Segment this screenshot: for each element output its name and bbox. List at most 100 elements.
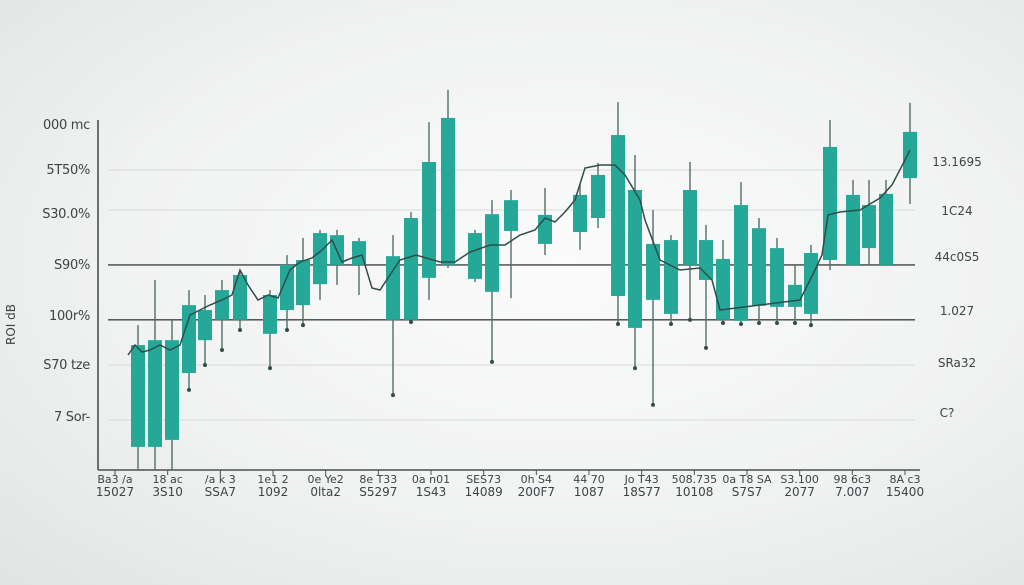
x-tick-label-bottom: 14089 [464, 485, 503, 499]
candle-body [131, 345, 145, 447]
candle-body [788, 284, 802, 307]
x-tick-label-bottom: 1087 [573, 485, 605, 499]
candle-body [862, 205, 876, 249]
wick-dot [704, 345, 708, 350]
x-tick-label: 98 6c3 7.007 [822, 473, 882, 499]
x-tick-label-bottom: S7S7 [731, 485, 763, 499]
x-tick-label: 18 ac 3S10 [138, 473, 198, 499]
x-tick-label-bottom: 1S43 [415, 485, 447, 499]
x-tick-label-bottom: 200F7 [517, 485, 556, 499]
x-tick-label-top: Ba3 /a [97, 473, 133, 486]
wick-dot [220, 347, 224, 352]
wick-dot [285, 328, 289, 332]
candle-body [683, 190, 697, 265]
x-tick-label-top: 508.735 [671, 473, 718, 486]
x-tick-label: 44 70 1087 [559, 474, 619, 499]
wick-dot [688, 317, 692, 322]
x-tick-label-bottom: 18S77 [622, 485, 661, 499]
right-tick-label: 1C24 [941, 204, 973, 218]
x-tick-label-bottom: 0lta2 [310, 485, 341, 499]
candle-body [313, 233, 327, 285]
x-tick-label-bottom: S5297 [359, 485, 398, 499]
y-tick-label: 5T50% [46, 163, 90, 178]
wick-dot [775, 321, 779, 325]
x-tick-label: 0e Ye2 0lta2 [296, 474, 356, 499]
candle-body [591, 174, 605, 218]
y-tick-label: S30.0% [42, 207, 90, 222]
y-tick-label: S90% [54, 258, 90, 273]
x-tick-label-top: 0h S4 [520, 473, 553, 486]
candle-body [165, 340, 179, 440]
candle-body [903, 131, 917, 179]
x-tick-label-top: SES73 [466, 473, 502, 486]
x-tick-label: 0a n01 1S43 [401, 473, 461, 499]
right-tick-label: C? [939, 406, 955, 420]
x-tick-label-bottom: SSA7 [204, 485, 236, 499]
x-tick-label-top: 1e1 2 [257, 473, 289, 486]
wick-dot [721, 321, 725, 325]
candle-body [263, 295, 277, 334]
candle-body [296, 260, 310, 306]
x-tick-label-bottom: 15027 [95, 485, 135, 499]
wick-dot [633, 366, 637, 371]
candle-body [846, 194, 860, 265]
candle-body [504, 200, 518, 231]
x-tick-label-top: 0a T8 SA [722, 473, 772, 486]
x-tick-label-top: 0a n01 [411, 473, 451, 486]
wick-dot [301, 323, 305, 328]
candle-body [182, 305, 196, 374]
wick-dot [409, 319, 413, 324]
y-tick-label: 100r% [48, 309, 90, 324]
x-tick-label: 0a T8 SA S7S7 [717, 473, 777, 499]
candle-body [215, 290, 229, 320]
x-tick-label-top: 8A c3 [889, 473, 921, 486]
candle-body [804, 253, 818, 314]
x-tick-label: 8A c3 15400 [875, 473, 935, 499]
wick-dot [391, 393, 395, 398]
candle-body [646, 243, 660, 300]
x-tick-label-top: S3.100 [780, 473, 819, 486]
candle-body [441, 117, 455, 265]
candle-body [233, 275, 247, 320]
candle-body [611, 135, 625, 297]
x-tick-label-bottom: 7.007 [835, 485, 870, 499]
wick-dot [238, 328, 242, 332]
x-tick-label: /a k 3 SSA7 [190, 473, 250, 499]
wick-dot [809, 323, 813, 328]
wick-dot [651, 402, 655, 407]
wick-dot [203, 363, 207, 367]
x-tick-label-top: 98 6c3 [833, 473, 872, 486]
x-tick-label-top: /a k 3 [204, 473, 236, 486]
wick-dot [739, 322, 743, 327]
candle-body [770, 248, 784, 307]
x-tick-label-bottom: 3S10 [152, 485, 183, 499]
right-tick-label: 13.1695 [932, 155, 982, 169]
wick-dot [268, 366, 272, 371]
y-axis-title: ROI dB [4, 304, 18, 345]
y-tick-label: S70 tze [43, 358, 90, 373]
candle-body [404, 218, 418, 320]
candle-body [485, 214, 499, 292]
right-tick-label: 44c0S5 [934, 250, 980, 264]
x-tick-label-bottom: 2077 [784, 485, 815, 499]
x-tick-label: S3.100 2077 [770, 473, 830, 499]
right-tick-label: 1.027 [939, 304, 975, 318]
x-tick-label-bottom: 1092 [257, 485, 289, 499]
candle-body [664, 240, 678, 314]
x-tick-label: Jo T43 18S77 [612, 474, 672, 499]
candle-body [422, 162, 436, 278]
candle-body [879, 193, 893, 265]
right-tick-label: SRa32 [937, 356, 977, 370]
wick-dot [757, 321, 761, 325]
x-tick-label: Ba3 /a 15027 [85, 473, 145, 499]
y-tick-label: 000 mc [43, 118, 90, 133]
candle-body [628, 190, 642, 328]
wick-dot [490, 359, 494, 364]
wick-dot [187, 387, 191, 392]
candle-body [734, 205, 748, 321]
x-tick-label-top: 18 ac [152, 473, 183, 486]
x-tick-label: 1e1 2 1092 [243, 473, 303, 499]
x-tick-label-bottom: 15400 [885, 485, 925, 499]
wick-dot [669, 322, 673, 327]
